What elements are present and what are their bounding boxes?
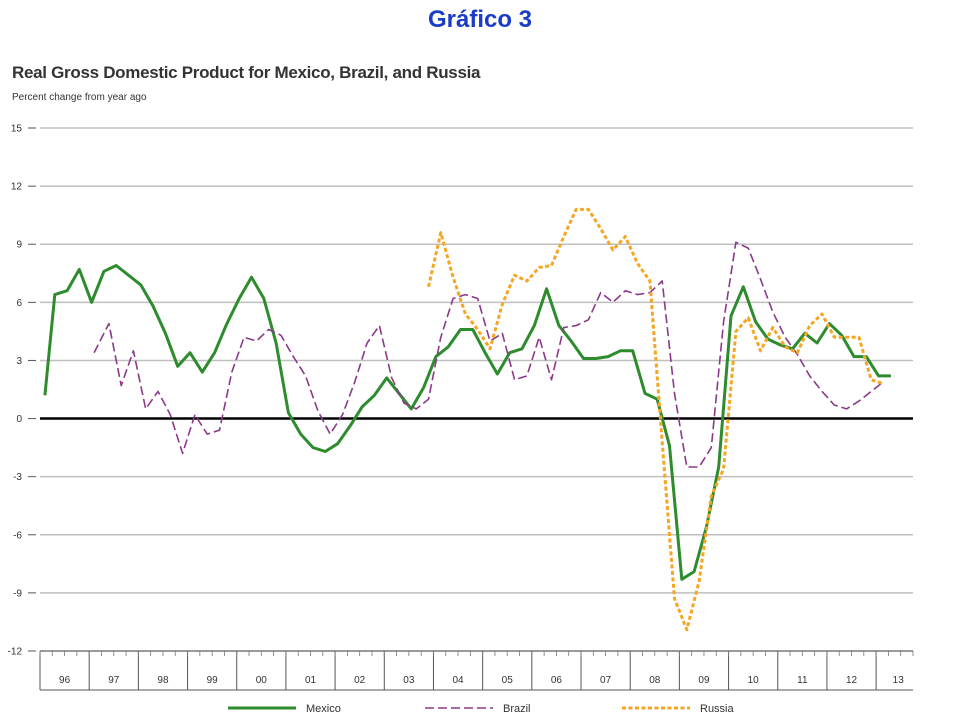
y-tick-label: -9 <box>13 588 22 599</box>
y-tick-label: 0 <box>16 414 22 425</box>
x-tick-label: 11 <box>797 675 808 686</box>
x-tick-label: 97 <box>108 675 120 686</box>
x-tick-label: 10 <box>748 675 760 686</box>
series-line-brazil <box>93 241 884 468</box>
legend-label-mexico: Mexico <box>306 703 341 715</box>
slide-title: Gráfico 3 <box>427 6 533 33</box>
y-axis: 15 12 9 6 3 0 -3 -6 -9 -12 <box>8 124 36 658</box>
chart-title: Real Gross Domestic Product for Mexico, … <box>12 63 481 82</box>
y-tick-label: -3 <box>13 472 22 483</box>
x-tick-label: 02 <box>354 675 366 686</box>
y-tick-label: 15 <box>11 124 23 135</box>
legend-label-russia: Russia <box>700 703 735 715</box>
x-tick-label: 06 <box>551 675 563 686</box>
grid-lines <box>40 127 913 652</box>
x-tick-label: 07 <box>600 675 612 686</box>
x-tick-label: 99 <box>207 675 219 686</box>
y-tick-label: -6 <box>13 530 22 541</box>
legend-label-brazil: Brazil <box>503 703 531 715</box>
x-tick-label: 13 <box>893 675 905 686</box>
y-tick-label: 12 <box>11 182 23 193</box>
y-tick-label: 6 <box>16 298 22 309</box>
x-tick-label: 05 <box>502 675 514 686</box>
series-line-russia <box>427 207 884 632</box>
y-tick-label: -12 <box>8 647 23 658</box>
x-axis: 96 97 98 99 00 01 02 03 04 05 06 07 08 09 10 11 12 13 <box>39 650 914 691</box>
x-tick-label: 96 <box>59 675 71 686</box>
y-tick-label: 9 <box>16 240 22 251</box>
x-tick-label: 08 <box>649 675 661 686</box>
x-tick-label: 00 <box>256 675 268 686</box>
legend: Mexico Brazil Russia <box>228 703 735 715</box>
chart-subtitle: Percent change from year ago <box>12 92 147 103</box>
y-tick-label: 3 <box>16 356 22 367</box>
series-line-mexico <box>43 264 891 581</box>
x-tick-label: 03 <box>403 675 415 686</box>
x-tick-label: 01 <box>305 675 317 686</box>
x-tick-label: 12 <box>846 675 858 686</box>
x-tick-label: 98 <box>157 675 169 686</box>
x-tick-label: 04 <box>452 675 464 686</box>
x-tick-label: 09 <box>698 675 710 686</box>
series-lines <box>43 207 891 632</box>
